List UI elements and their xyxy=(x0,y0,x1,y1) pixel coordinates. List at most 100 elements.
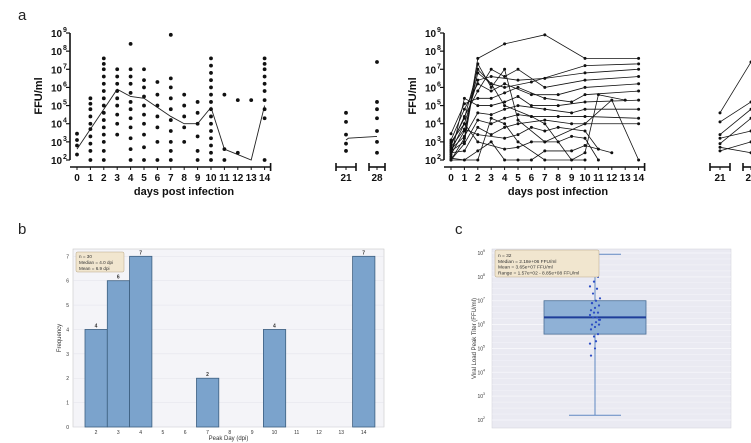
x-tick-label: 14 xyxy=(259,173,271,184)
data-point xyxy=(155,125,160,130)
subject-point xyxy=(476,140,480,144)
x-tick-label: 5 xyxy=(515,173,521,184)
data-point xyxy=(128,158,133,162)
subject-point xyxy=(503,104,507,108)
x-tick-label: 10 xyxy=(272,430,278,436)
data-point xyxy=(88,96,93,101)
data-point xyxy=(209,78,213,83)
data-point xyxy=(101,125,106,130)
subject-point xyxy=(476,82,480,86)
subject-point xyxy=(503,147,507,151)
subject-point xyxy=(583,64,587,68)
data-point xyxy=(375,129,379,133)
data-point xyxy=(344,149,348,153)
subject-line xyxy=(450,63,639,155)
data-point xyxy=(209,121,213,126)
data-point xyxy=(115,132,120,137)
y-tick-exponent: 9 xyxy=(63,27,67,34)
y-tick-label: 10 xyxy=(425,156,437,167)
subject-point xyxy=(596,93,600,97)
x-tick-label: 3 xyxy=(488,173,494,184)
subject-point xyxy=(503,91,507,95)
subject-point xyxy=(449,149,453,153)
y-tick-exponent: 2 xyxy=(437,154,441,161)
y-tick-label: 10 xyxy=(425,138,437,149)
subject-point xyxy=(556,125,560,129)
subject-point xyxy=(516,122,520,126)
data-point xyxy=(142,85,146,90)
data-point xyxy=(262,89,267,93)
subject-point xyxy=(637,98,641,102)
x-tick-label: 7 xyxy=(206,430,209,436)
subject-line xyxy=(450,68,639,152)
subject-point xyxy=(489,104,493,108)
jitter-point xyxy=(592,280,596,283)
subject-point xyxy=(583,129,587,133)
y-axis-title: FFU/ml xyxy=(33,77,45,114)
y-axis-title: Frequency xyxy=(57,324,63,352)
subject-line xyxy=(450,126,599,150)
histogram-bar xyxy=(196,377,220,428)
subject-point xyxy=(516,78,520,82)
subject-point xyxy=(529,158,533,162)
x-tick-label: 5 xyxy=(162,430,165,436)
subject-point xyxy=(543,96,547,100)
late-point xyxy=(718,120,722,124)
data-point xyxy=(209,56,213,61)
x-tick-label: 6 xyxy=(155,173,161,184)
y-tick-exponent: 5 xyxy=(63,100,67,107)
median-line-late xyxy=(345,135,378,141)
x-tick-label: 8 xyxy=(181,173,187,184)
data-point xyxy=(101,74,106,79)
data-point xyxy=(155,80,160,84)
y-tick-exponent: 8 xyxy=(483,273,485,277)
data-point xyxy=(209,150,213,155)
data-point xyxy=(115,67,120,72)
subject-point xyxy=(449,158,453,162)
data-point xyxy=(209,136,213,141)
data-point xyxy=(182,114,187,119)
x-tick-label: 4 xyxy=(139,430,142,436)
data-point xyxy=(209,114,213,119)
y-tick-exponent: 8 xyxy=(437,45,441,52)
data-point xyxy=(142,78,146,83)
subject-point xyxy=(516,158,520,162)
data-point xyxy=(115,121,120,126)
jitter-point xyxy=(594,340,598,343)
y-tick-label: 10 xyxy=(477,370,483,376)
y-tick-label: 2 xyxy=(66,376,69,382)
data-point xyxy=(344,110,348,115)
subject-point xyxy=(543,158,547,162)
data-point xyxy=(235,98,240,103)
data-point xyxy=(195,110,200,115)
subject-point xyxy=(543,107,547,111)
subject-point xyxy=(476,125,480,129)
subject-point xyxy=(570,122,574,126)
stats-text: Mean = 3.65e+07 FFU/ml xyxy=(498,265,553,271)
data-point xyxy=(155,158,160,162)
subject-point xyxy=(489,122,493,126)
subject-line xyxy=(450,105,639,150)
data-point xyxy=(128,74,133,79)
late-line xyxy=(719,117,751,144)
subject-point xyxy=(489,75,493,79)
late-point xyxy=(718,133,722,137)
y-tick-label: 10 xyxy=(425,47,437,58)
data-point xyxy=(168,129,173,133)
jitter-point xyxy=(593,306,597,309)
stats-text: n = 32 xyxy=(498,253,512,259)
subject-point xyxy=(489,85,493,89)
data-point xyxy=(128,90,133,95)
data-point xyxy=(168,158,173,162)
subject-point xyxy=(543,129,547,133)
subject-point xyxy=(503,158,507,162)
subject-point xyxy=(503,85,507,89)
data-point xyxy=(142,103,146,108)
subject-point xyxy=(610,151,614,155)
data-point xyxy=(222,147,227,152)
x-tick-label: 9 xyxy=(195,173,201,184)
jitter-point xyxy=(593,325,597,329)
data-point xyxy=(101,158,106,162)
subject-point xyxy=(529,125,533,129)
